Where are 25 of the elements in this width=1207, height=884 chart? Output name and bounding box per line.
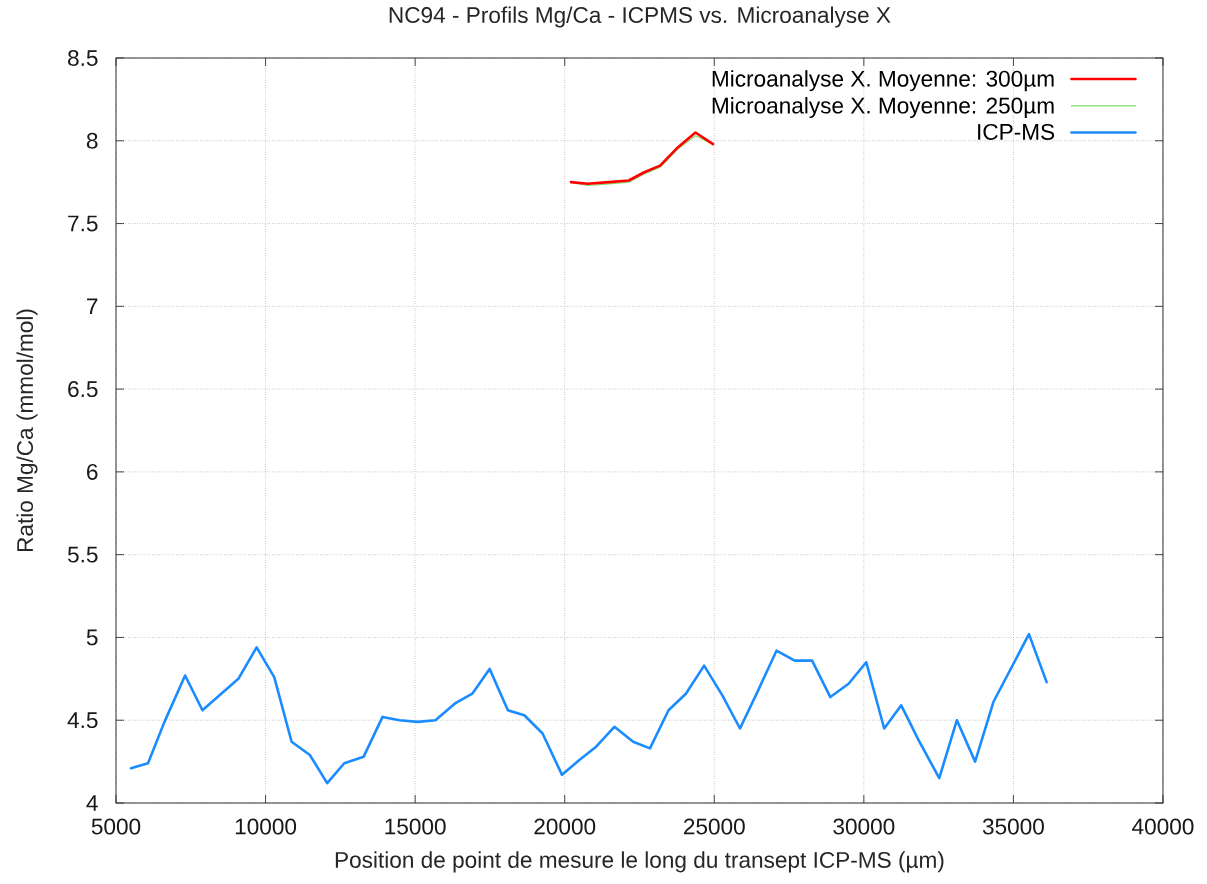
y-tick-label: 6.5 [68,381,98,398]
x-tick-label: 10000 [235,818,297,835]
y-tick-label: 7 [87,298,98,315]
legend-label: Microanalyse X. Moyenne: 250µm [712,97,1054,119]
y-tick-label: 8 [86,132,98,149]
x-axis-title: Position de point de mesure le long du transept ICP-MS (µm) [335,851,944,873]
y-tick-label: 5 [86,629,98,646]
x-tick-label: 30000 [833,818,895,835]
x-tick-label: 15000 [385,818,446,835]
x-tick-label: 5000 [91,818,141,835]
x-tick-label: 40000 [1132,818,1194,835]
y-tick-label: 8.5 [68,50,98,66]
x-tick-label: 25000 [683,818,745,835]
y-tick-label: 6 [87,463,98,480]
y-tick-label: 5.5 [67,546,98,563]
y-tick-label: 4.5 [67,712,98,729]
legend-label: Microanalyse X. Moyenne: 300µm [712,70,1054,92]
y-tick-label: 7.5 [68,215,98,232]
y-tick-label: 4 [86,795,98,811]
x-tick-label: 35000 [982,818,1044,835]
x-tick-label: 20000 [534,818,596,835]
line-series [129,632,1048,785]
legend-label: ICP-MS [978,123,1055,140]
y-axis-title: Ratio Mg/Ca (mmol/mol) [16,309,38,552]
chart-title: NC94 - Profils Mg/Ca - ICPMS vs. Microanalyse X [389,6,891,28]
